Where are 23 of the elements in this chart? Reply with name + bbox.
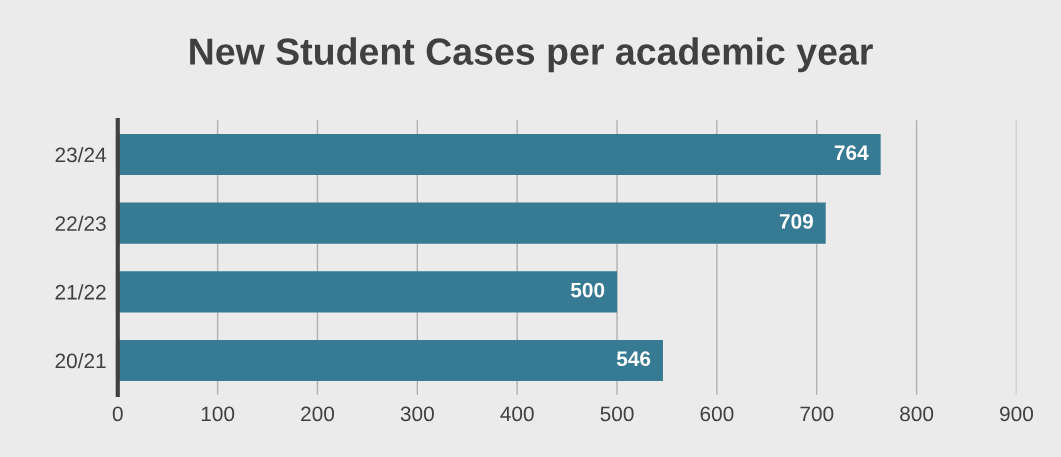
x-tick-label: 0 — [112, 406, 123, 422]
y-tick-label: 21/22 — [55, 284, 106, 300]
x-tick-label: 900 — [1000, 406, 1033, 422]
x-tick-label: 700 — [800, 406, 834, 422]
x-tick-label: 800 — [900, 406, 934, 422]
bar — [117, 133, 881, 176]
y-tick-label: 22/23 — [55, 215, 106, 231]
y-tick-label: 20/21 — [55, 352, 106, 369]
bar — [117, 339, 663, 382]
x-tick-label: 200 — [301, 406, 335, 422]
bar — [117, 202, 826, 244]
data-label: 764 — [834, 145, 869, 161]
x-tick-label: 400 — [500, 406, 534, 422]
y-tick-label: 23/24 — [55, 146, 107, 163]
data-label: 709 — [779, 214, 813, 229]
x-tick-label: 100 — [201, 406, 235, 422]
x-tick-label: 500 — [600, 406, 634, 422]
bar — [117, 271, 618, 313]
x-tick-label: 300 — [400, 406, 434, 422]
data-label: 500 — [570, 282, 605, 298]
x-tick-label: 600 — [700, 406, 734, 422]
chart-title: New Student Cases per academic year — [190, 37, 873, 73]
data-label: 546 — [616, 351, 651, 367]
